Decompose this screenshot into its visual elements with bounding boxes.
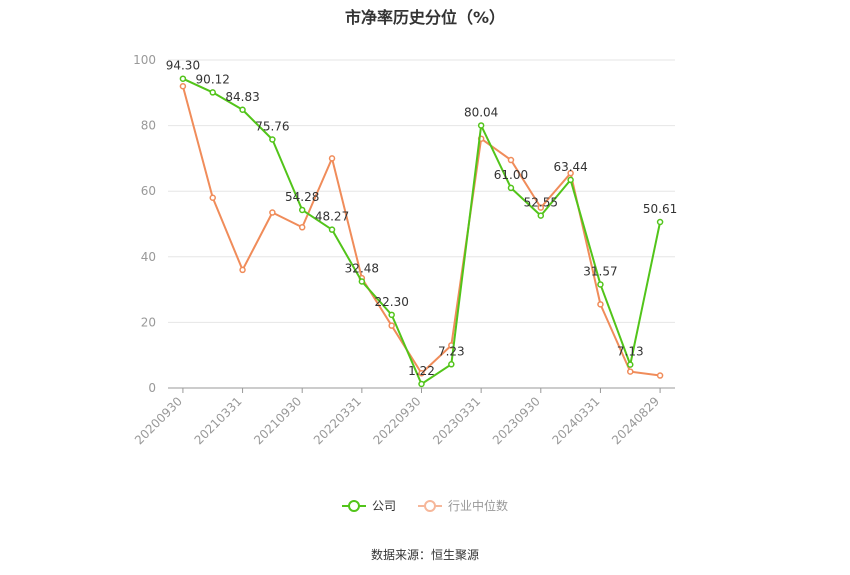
data-source: 数据来源：恒生聚源 <box>370 548 479 562</box>
data-label: 75.76 <box>255 120 289 134</box>
data-point-industry-median <box>507 156 515 164</box>
data-point-industry-median <box>209 194 216 202</box>
y-tick-label: 40 <box>141 250 156 264</box>
legend-label-company: 公司 <box>371 499 396 513</box>
x-tick-label: 20210331 <box>192 394 245 447</box>
data-label: 50.61 <box>643 202 677 216</box>
data-label: 7.23 <box>438 344 465 358</box>
data-label: 54.28 <box>285 190 319 204</box>
x-tick-label: 20230331 <box>430 394 483 447</box>
data-label: 22.30 <box>374 295 408 309</box>
y-tick-label: 60 <box>141 184 156 198</box>
data-label: 7.13 <box>617 345 644 359</box>
chart-title: 市净率历史分位（%） <box>344 8 506 27</box>
data-label: 80.04 <box>464 105 498 119</box>
data-label: 90.12 <box>196 72 230 86</box>
data-point-company <box>627 361 634 368</box>
data-point-industry-median <box>179 82 187 90</box>
legend-item-industry-median[interactable]: 行业中位数 <box>418 497 508 514</box>
y-axis-ticks: 0 20 40 60 80 100 <box>133 53 156 395</box>
data-label: 31.57 <box>583 264 617 278</box>
data-point-company <box>269 136 276 143</box>
data-point-company <box>298 206 306 214</box>
x-tick-label: 20240829 <box>609 394 662 447</box>
y-tick-label: 0 <box>148 381 156 395</box>
y-tick-label: 80 <box>141 119 156 133</box>
data-point-company <box>358 278 366 285</box>
data-point-company <box>179 75 187 82</box>
data-point-industry-median <box>537 204 545 211</box>
x-tick-label: 20230930 <box>490 394 543 447</box>
grid-lines <box>168 59 675 323</box>
data-point-company <box>656 218 664 226</box>
data-label: 94.30 <box>166 59 200 73</box>
data-label: 48.27 <box>315 210 349 224</box>
y-tick-label: 20 <box>141 315 156 329</box>
data-point-industry-median <box>298 224 306 231</box>
x-axis-ticks: 20200930 20210331 20210930 20220331 20220930… <box>132 394 662 447</box>
data-point-industry-median <box>269 209 276 216</box>
legend-label-industry-median: 行业中位数 <box>448 499 509 513</box>
data-point-industry-median <box>418 369 425 377</box>
legend-line-icon <box>341 499 366 513</box>
data-point-company <box>209 89 216 96</box>
data-point-industry-median <box>627 368 634 375</box>
y-tick-label: 100 <box>133 53 156 67</box>
data-point-company <box>388 311 395 319</box>
data-point-industry-median <box>567 169 574 177</box>
legend-line-icon <box>418 499 442 513</box>
legend-item-company[interactable]: 公司 <box>341 497 396 514</box>
legend: 公司 行业中位数 <box>0 497 850 514</box>
data-point-company <box>239 106 246 114</box>
data-point-company <box>597 281 604 288</box>
data-point-industry-median <box>388 322 395 329</box>
data-label: 1.22 <box>408 364 435 378</box>
data-point-company <box>537 212 545 219</box>
data-point-company <box>507 184 515 192</box>
data-label: 32.48 <box>345 261 379 275</box>
data-point-company <box>477 122 485 129</box>
data-label: 61.00 <box>494 168 528 182</box>
x-tick-label: 20220930 <box>371 394 424 447</box>
data-point-company <box>328 226 336 233</box>
x-tick-label: 20220331 <box>311 394 364 447</box>
data-point-industry-median <box>597 301 604 308</box>
data-point-company <box>448 361 455 368</box>
x-tick-label: 20200930 <box>132 394 185 447</box>
data-point-industry-median <box>328 155 336 162</box>
data-point-company <box>567 176 574 184</box>
data-label: 63.44 <box>553 160 587 174</box>
data-label: 52.55 <box>524 196 558 210</box>
x-tick-label: 20240331 <box>549 394 602 447</box>
data-label: 84.83 <box>225 90 259 104</box>
x-axis <box>168 387 675 393</box>
data-point-industry-median <box>239 266 246 274</box>
data-point-company <box>418 380 425 388</box>
series-layer <box>179 75 664 388</box>
data-point-industry-median <box>656 372 664 379</box>
x-tick-label: 20210930 <box>251 394 304 447</box>
